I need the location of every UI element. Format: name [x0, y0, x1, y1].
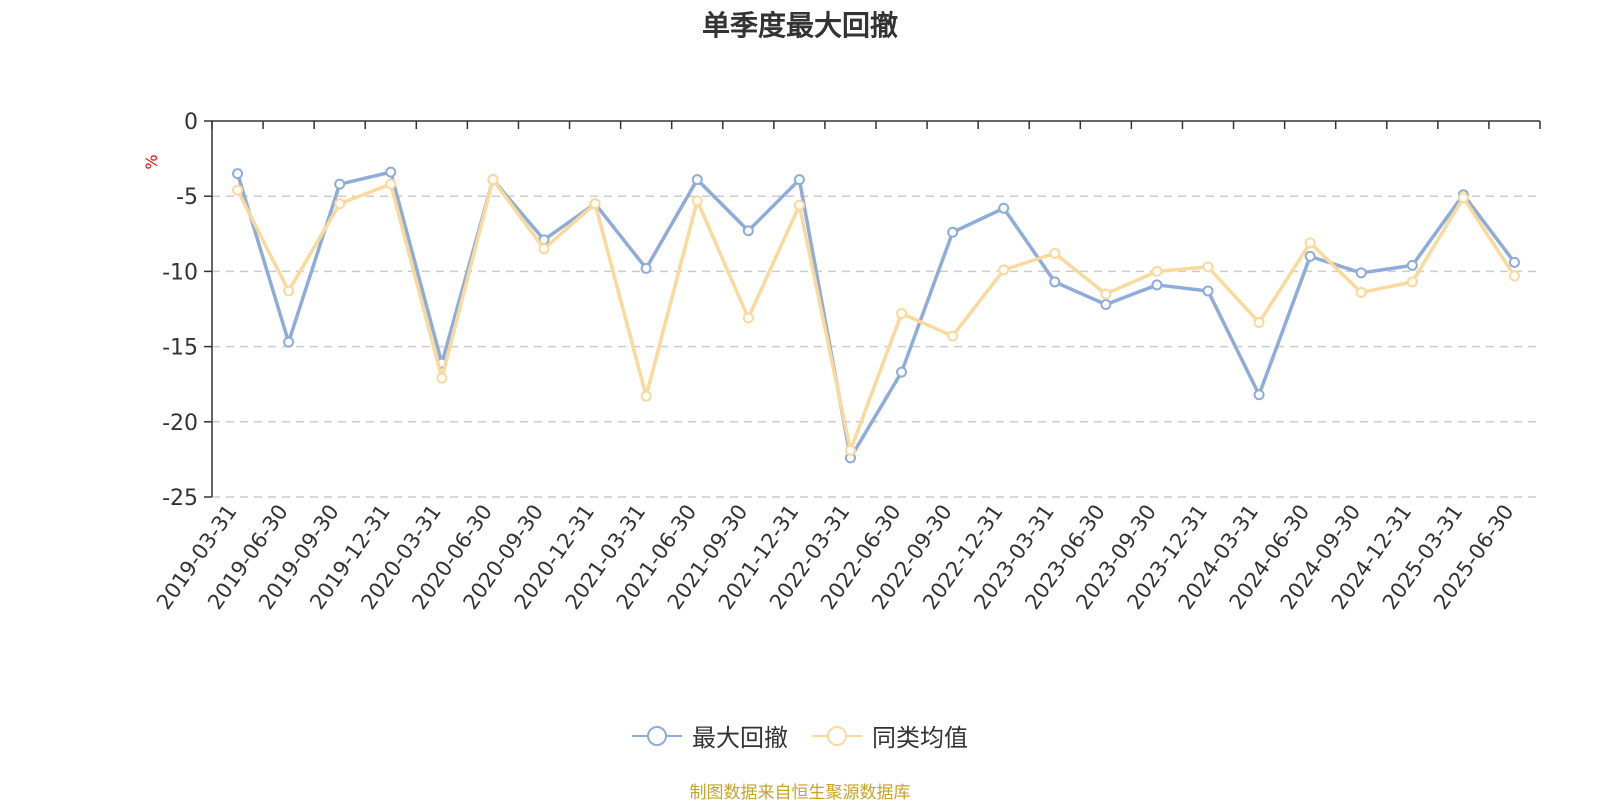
- legend: 最大回撤 同类均值: [0, 718, 1600, 753]
- data-point: [487, 174, 499, 186]
- data-point: [742, 312, 754, 324]
- y-tick-label: -15: [162, 336, 198, 361]
- axes: [204, 120, 1541, 498]
- data-point: [640, 390, 652, 402]
- legend-item-series-1[interactable]: 最大回撤: [632, 718, 788, 753]
- data-point: [1304, 237, 1316, 249]
- y-tick-label: -5: [176, 185, 198, 210]
- data-point: [793, 199, 805, 211]
- data-point: [538, 243, 550, 255]
- data-point: [691, 195, 703, 207]
- data-point: [640, 262, 652, 274]
- data-source-note: 制图数据来自恒生聚源数据库: [689, 783, 911, 803]
- data-point: [436, 372, 448, 384]
- grid-lines: [212, 195, 1540, 498]
- data-point: [947, 226, 959, 238]
- legend-line-circle-icon: [632, 725, 682, 746]
- series-line-1: [235, 170, 1516, 460]
- data-point: [1049, 247, 1061, 259]
- data-point: [1457, 192, 1469, 204]
- data-point: [844, 444, 856, 456]
- data-point: [1406, 276, 1418, 288]
- data-point: [1151, 279, 1163, 291]
- data-point: [793, 174, 805, 186]
- data-point: [1355, 267, 1367, 279]
- data-point: [283, 285, 295, 297]
- y-tick-label: 0: [184, 110, 198, 135]
- data-point: [896, 308, 908, 320]
- data-point: [1253, 389, 1265, 401]
- data-point: [998, 202, 1010, 214]
- series-line-2: [235, 177, 1516, 453]
- y-tick-label: -25: [162, 486, 198, 511]
- data-point: [947, 330, 959, 342]
- chart-title: 单季度最大回撤: [701, 9, 898, 42]
- data-point: [385, 178, 397, 190]
- data-point: [334, 178, 346, 190]
- data-point: [1253, 317, 1265, 329]
- y-tick-label: -10: [162, 260, 198, 285]
- y-tick-label: -20: [162, 411, 198, 436]
- data-point: [1508, 256, 1520, 268]
- data-point: [1049, 276, 1061, 288]
- data-point: [1100, 288, 1112, 300]
- data-point: [232, 168, 244, 180]
- data-point: [283, 336, 295, 348]
- y-axis-unit-label: %: [142, 154, 161, 169]
- data-point: [998, 264, 1010, 276]
- legend-item-series-2[interactable]: 同类均值: [812, 718, 968, 753]
- series-lines: [232, 166, 1520, 464]
- data-point: [1406, 259, 1418, 271]
- data-point: [589, 198, 601, 210]
- data-point: [1508, 270, 1520, 282]
- data-point: [742, 225, 754, 237]
- data-point: [1100, 298, 1112, 310]
- data-point: [1202, 285, 1214, 297]
- data-point: [334, 198, 346, 210]
- data-point: [1355, 286, 1367, 298]
- data-point: [1304, 250, 1316, 262]
- legend-label: 最大回撤: [692, 724, 788, 752]
- data-point: [691, 174, 703, 186]
- data-point: [1151, 265, 1163, 277]
- legend-line-circle-icon: [812, 725, 862, 746]
- data-point: [896, 366, 908, 378]
- data-point: [385, 166, 397, 178]
- data-point: [1202, 261, 1214, 273]
- data-point: [232, 184, 244, 196]
- legend-label: 同类均值: [872, 724, 968, 752]
